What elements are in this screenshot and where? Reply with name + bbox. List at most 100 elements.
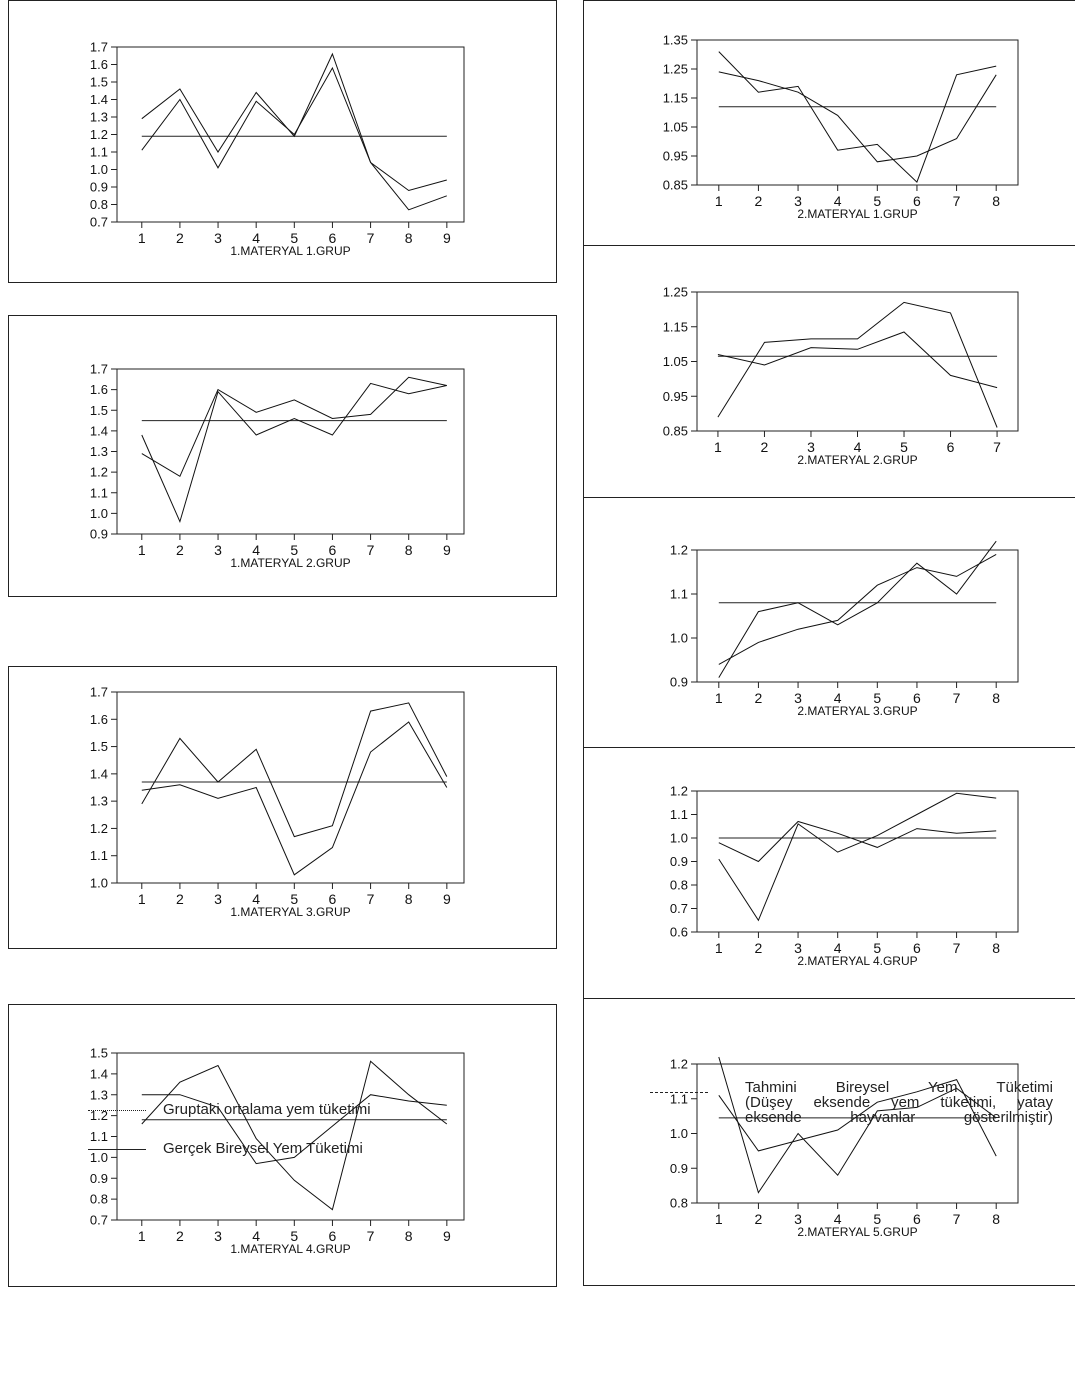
x-tick-label: 9 xyxy=(443,542,451,558)
chart-caption: 2.MATERYAL 5.GRUP xyxy=(797,1225,917,1239)
y-tick-label: 0.85 xyxy=(663,424,688,439)
y-tick-label: 0.8 xyxy=(90,1192,108,1207)
chart-panel-m1g1: 0.7 0.8 0.9 1.0 1.1 1.2 1.3 1.4 1.5 1.6 1.7 1 2 3 4 5 6 7… xyxy=(8,0,557,283)
legend-solid-line-sample xyxy=(88,1149,146,1150)
x-tick-label: 1 xyxy=(715,1211,723,1227)
series-line-1 xyxy=(718,792,997,922)
x-tick-label: 8 xyxy=(992,193,1000,209)
x-tick-label: 3 xyxy=(214,542,222,558)
y-tick-label: 1.2 xyxy=(90,821,108,836)
y-tick-label: 0.7 xyxy=(90,1213,108,1228)
y-tick-label: 1.0 xyxy=(90,506,108,521)
series-line-1 xyxy=(141,702,448,838)
legend-actual-label: Gerçek Bireysel Yem Tüketimi xyxy=(163,1140,363,1157)
x-tick-label: 8 xyxy=(405,1228,413,1244)
y-tick-label: 1.2 xyxy=(670,543,688,558)
plot-frame xyxy=(696,39,1019,186)
x-tick-label: 3 xyxy=(214,1228,222,1244)
y-tick-label: 0.9 xyxy=(90,1171,108,1186)
x-tick-label: 4 xyxy=(252,891,260,907)
x-tick-label: 5 xyxy=(290,230,298,246)
series-line-2 xyxy=(717,331,998,389)
x-tick-label: 3 xyxy=(794,1211,802,1227)
y-tick-label: 1.7 xyxy=(90,362,108,377)
y-tick-label: 1.0 xyxy=(90,1150,108,1165)
chart-panel-m1g2: 0.9 1.0 1.1 1.2 1.3 1.4 1.5 1.6 1.7 1 2 3 4 5 6 7 8 9 1.MA… xyxy=(8,315,557,597)
x-tick-label: 2 xyxy=(176,230,184,246)
chart-m1g3: 1.0 1.1 1.2 1.3 1.4 1.5 1.6 1.7 1 2 3 4 5 6 7 8 9 1.MATER… xyxy=(90,685,465,919)
chart-m1g2: 0.9 1.0 1.1 1.2 1.3 1.4 1.5 1.6 1.7 1 2 3 4 5 6 7 8 9 1.MA… xyxy=(90,362,465,570)
chart-caption: 2.MATERYAL 3.GRUP xyxy=(797,704,917,718)
series-line-2 xyxy=(141,66,447,211)
x-tick-label: 2 xyxy=(755,1211,763,1227)
chart-caption: 2.MATERYAL 4.GRUP xyxy=(797,954,917,968)
chart-m2g2: 0.85 0.95 1.05 1.15 1.25 1 2 3 4 5 6 7 2.MATERYAL 2.… xyxy=(663,285,1019,467)
series-line-2 xyxy=(141,1094,447,1165)
y-tick-label: 1.25 xyxy=(663,285,688,300)
x-tick-label: 7 xyxy=(367,230,375,246)
y-tick-label: 0.8 xyxy=(670,1196,688,1211)
series-line-1 xyxy=(141,376,447,478)
y-tick-label: 1.1 xyxy=(670,587,688,602)
x-tick-label: 6 xyxy=(329,891,337,907)
legend-estimated-sample-wrap xyxy=(650,1083,710,1103)
series-line-2 xyxy=(141,721,448,876)
series-line-1 xyxy=(718,1056,997,1194)
x-tick-label: 7 xyxy=(367,1228,375,1244)
y-tick-label: 1.3 xyxy=(90,794,108,809)
y-tick-label: 1.15 xyxy=(663,319,688,334)
x-tick-label: 6 xyxy=(947,439,955,455)
y-tick-label: 0.9 xyxy=(90,180,108,195)
x-tick-label: 7 xyxy=(953,193,961,209)
x-tick-label: 2 xyxy=(755,690,763,706)
chart-caption: 1.MATERYAL 3.GRUP xyxy=(230,905,350,919)
y-tick-label: 1.3 xyxy=(90,444,108,459)
x-tick-label: 6 xyxy=(913,940,921,956)
y-tick-label: 1.0 xyxy=(90,162,108,177)
x-tick-label: 4 xyxy=(252,1228,260,1244)
x-tick-label: 6 xyxy=(913,193,921,209)
x-tick-label: 2 xyxy=(176,542,184,558)
y-tick-label: 1.5 xyxy=(90,75,108,90)
x-tick-label: 3 xyxy=(214,230,222,246)
x-tick-label: 8 xyxy=(405,230,413,246)
y-tick-label: 0.6 xyxy=(670,925,688,940)
y-tick-label: 0.9 xyxy=(90,527,108,542)
y-tick-label: 1.0 xyxy=(670,831,688,846)
x-tick-label: 8 xyxy=(992,940,1000,956)
y-tick-label: 1.6 xyxy=(90,382,108,397)
x-tick-label: 9 xyxy=(443,230,451,246)
legend-mean-label: Gruptaki ortalama yem tüketimi xyxy=(163,1101,371,1118)
x-tick-label: 4 xyxy=(834,690,842,706)
y-tick-label: 0.95 xyxy=(663,149,688,164)
y-tick-label: 1.4 xyxy=(90,766,108,781)
x-tick-label: 9 xyxy=(443,891,451,907)
x-tick-label: 2 xyxy=(755,193,763,209)
y-tick-label: 0.9 xyxy=(670,1161,688,1176)
x-tick-label: 7 xyxy=(953,1211,961,1227)
legend-dotted-line-sample xyxy=(88,1110,146,1111)
y-tick-label: 1.2 xyxy=(670,784,688,799)
y-tick-label: 1.7 xyxy=(90,40,108,55)
series-line-2 xyxy=(718,1078,997,1157)
plot-frame xyxy=(696,790,1019,933)
x-tick-label: 2 xyxy=(176,891,184,907)
y-tick-label: 1.4 xyxy=(90,1066,108,1081)
x-tick-label: 5 xyxy=(873,193,881,209)
series-line-1 xyxy=(718,540,997,678)
x-tick-label: 6 xyxy=(329,230,337,246)
y-tick-label: 1.5 xyxy=(90,739,108,754)
x-tick-label: 1 xyxy=(138,891,146,907)
y-tick-label: 1.1 xyxy=(90,848,108,863)
y-tick-label: 1.0 xyxy=(90,876,108,891)
chart-caption: 1.MATERYAL 2.GRUP xyxy=(230,556,350,570)
legend-mean: Gruptaki ortalama yem tüketimi xyxy=(88,1101,488,1121)
x-tick-label: 2 xyxy=(755,940,763,956)
y-tick-label: 1.4 xyxy=(90,423,108,438)
y-tick-label: 1.4 xyxy=(90,92,108,107)
chart-panel-m1g4: 0.7 0.8 0.9 1.0 1.1 1.2 1.3 1.4 1.5 1 2 3 4 5 6 7 8 9 1.MA… xyxy=(8,1004,557,1287)
x-tick-label: 7 xyxy=(993,439,1001,455)
y-tick-label: 0.9 xyxy=(670,675,688,690)
chart-m2g5: 0.8 0.9 1.0 1.1 1.2 1 2 3 4 5 6 7 8 2.MATERYAL 5.GRUP xyxy=(670,1056,1019,1239)
x-tick-label: 6 xyxy=(913,690,921,706)
